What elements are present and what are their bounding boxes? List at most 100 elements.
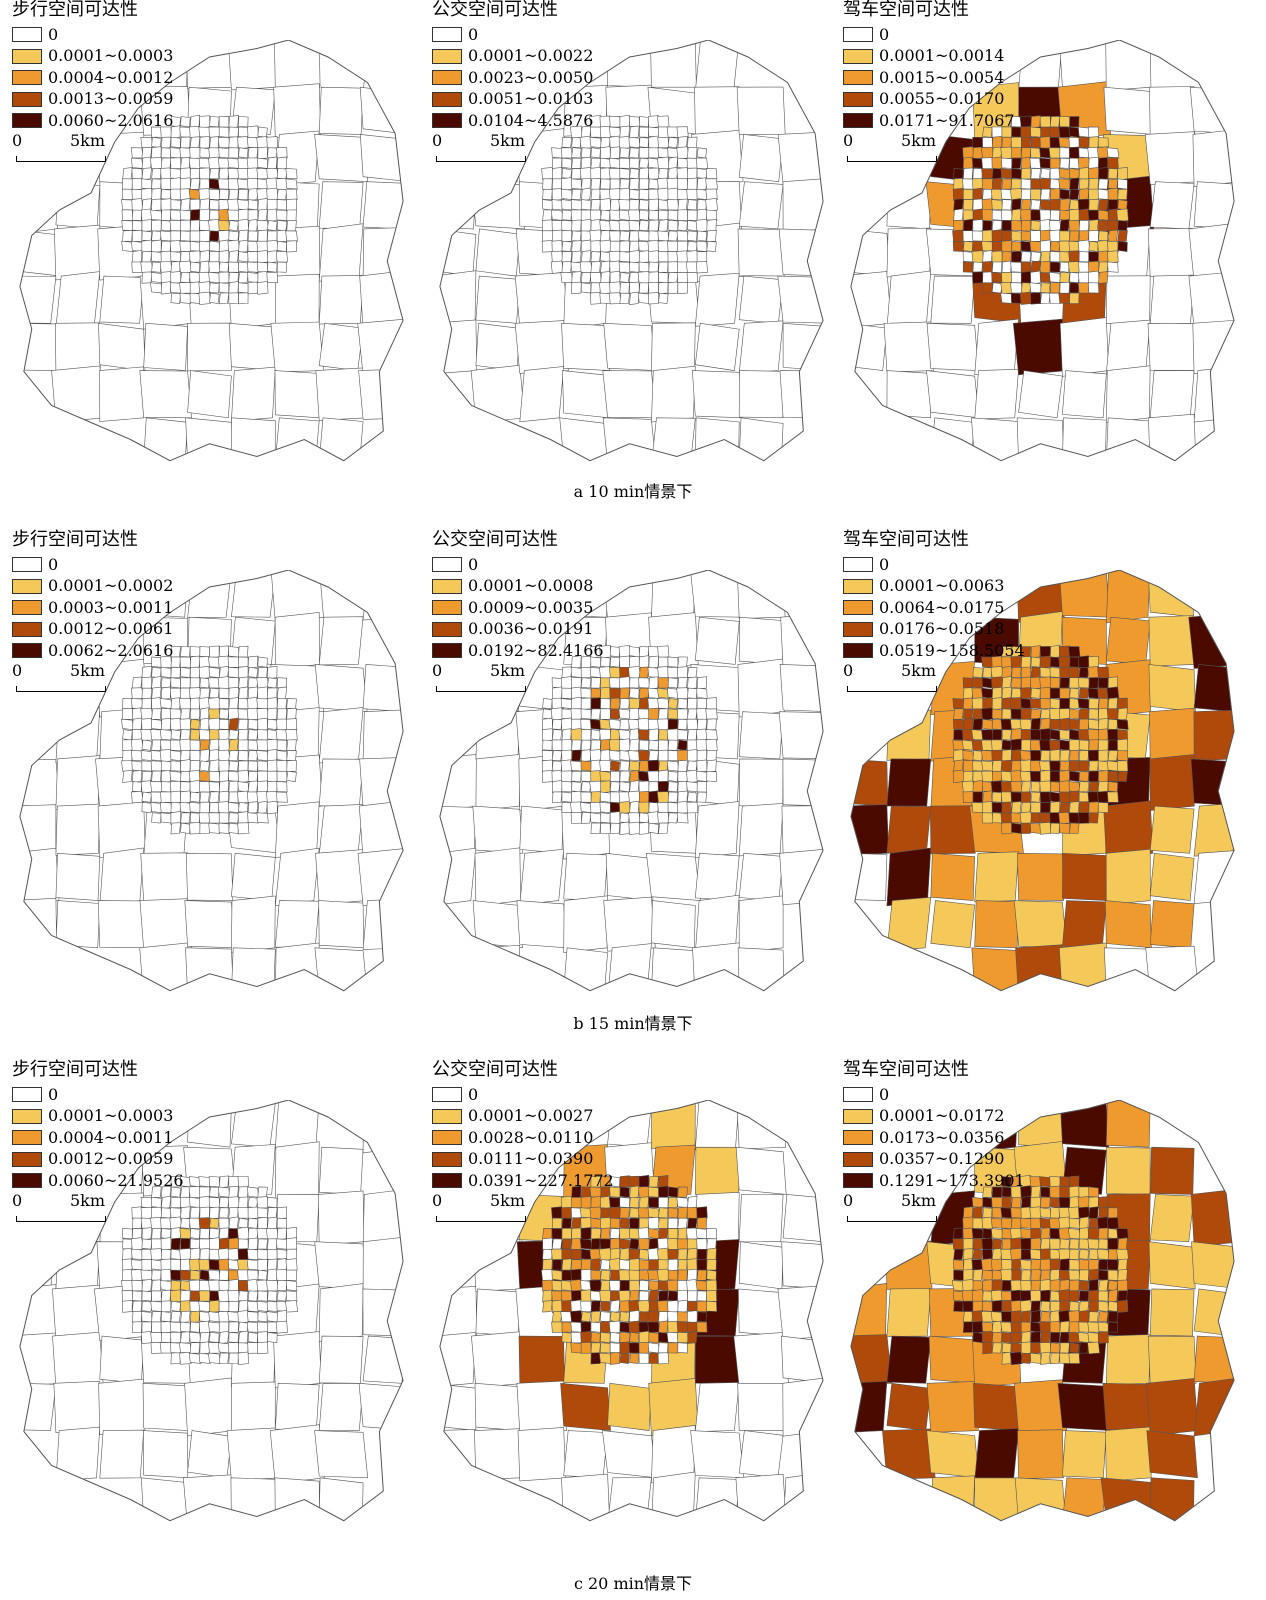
district-cell [314, 664, 368, 713]
district-cell [439, 1429, 477, 1480]
scale-bar: 0 5km [12, 662, 112, 698]
district-cell [619, 230, 630, 242]
district-cell [705, 188, 718, 201]
district-cell [886, 758, 932, 807]
district-cell [227, 40, 279, 91]
district-cell [1117, 1258, 1128, 1272]
district-cell [514, 272, 569, 328]
district-cell [150, 1331, 163, 1343]
district-cell [1040, 708, 1051, 720]
panel-title: 公交空间可达性 [432, 529, 558, 550]
district-cell [257, 1331, 268, 1344]
district-cell [218, 271, 230, 284]
district-cell [1117, 1290, 1128, 1302]
district-cell [131, 157, 144, 169]
legend-label: 0.0028~0.0110 [468, 1127, 594, 1147]
district-cell [677, 1186, 688, 1198]
district-cell [228, 147, 239, 159]
district-cell [160, 1268, 172, 1282]
district-cell [1049, 718, 1061, 730]
district-cell [982, 666, 993, 679]
district-cell [990, 1217, 1004, 1229]
district-cell [238, 1321, 249, 1333]
district-cell [131, 1321, 143, 1333]
district-cell [1078, 1269, 1090, 1281]
district-cell [561, 1238, 572, 1250]
legend-entry: 0.0001~0.0172 [843, 1106, 1025, 1128]
district-cell [580, 677, 592, 689]
district-cell [1107, 208, 1119, 222]
district-cell [600, 738, 611, 752]
district-cell [160, 686, 172, 700]
district-cell [231, 570, 276, 618]
district-cell [359, 757, 404, 808]
district-cell [1011, 250, 1022, 263]
district-cell [256, 1321, 269, 1333]
district-cell [55, 271, 101, 329]
district-cell [972, 1320, 984, 1334]
district-cell [561, 1331, 572, 1344]
district-cell [629, 1238, 640, 1250]
district-cell [609, 1290, 621, 1302]
district-cell [217, 136, 231, 149]
district-cell [694, 86, 741, 136]
legend-label: 0.0519~158.5054 [879, 640, 1025, 660]
district-cell [590, 1331, 601, 1344]
district-cell [1088, 708, 1099, 720]
district-cell [561, 157, 572, 169]
district-cell [1107, 1248, 1119, 1260]
district-cell [1068, 1310, 1081, 1324]
district-cell [991, 812, 1003, 824]
district-cell [590, 770, 602, 783]
city-boundary [439, 570, 824, 992]
district-cell [228, 281, 239, 295]
district-cell [189, 812, 201, 824]
district-cell [1030, 1352, 1042, 1364]
legend-swatch [843, 113, 873, 129]
district-cell [180, 1321, 191, 1333]
district-cell [228, 1259, 240, 1271]
district-cell [551, 147, 563, 159]
district-cell [962, 697, 974, 710]
district-cell [1017, 1429, 1064, 1479]
district-cell [571, 219, 582, 232]
district-cell [238, 698, 249, 710]
district-cell [1107, 1269, 1119, 1281]
district-cell [666, 728, 680, 742]
district-cell [551, 167, 563, 181]
district-cell [1078, 812, 1090, 824]
district-cell [1049, 251, 1061, 263]
district-cell [1191, 1241, 1235, 1290]
district-cell [238, 801, 249, 814]
district-cell [561, 801, 572, 814]
district-cell [1049, 822, 1061, 834]
district-cell [1020, 208, 1032, 222]
district-cell [580, 1300, 592, 1312]
district-cell [247, 1300, 259, 1312]
district-cell [667, 739, 679, 751]
district-cell [542, 1248, 553, 1260]
district-cell [737, 1288, 785, 1337]
district-cell [199, 220, 211, 232]
district-cell [609, 687, 621, 699]
district-cell [1019, 718, 1033, 730]
district-cell [1001, 1311, 1013, 1323]
district-cell [609, 1342, 621, 1354]
map-panel: 步行空间可达性 0 0.0001~0.0002 0.0003~0.0011 0.0012… [12, 530, 422, 1000]
district-cell [1078, 178, 1090, 190]
district-cell [618, 220, 631, 232]
district-cell [55, 755, 101, 810]
district-cell [160, 781, 172, 793]
legend-label: 0 [879, 24, 890, 44]
legend-label: 0.0001~0.0003 [48, 46, 174, 66]
district-cell [629, 677, 640, 689]
district-cell [99, 366, 145, 422]
district-cell [991, 271, 1003, 284]
district-cell [705, 168, 718, 180]
district-cell [1039, 698, 1051, 710]
district-cell [1001, 697, 1012, 710]
district-cell [962, 167, 974, 180]
district-cell [561, 1248, 573, 1260]
district-cell [551, 220, 563, 232]
district-cell [209, 136, 220, 149]
